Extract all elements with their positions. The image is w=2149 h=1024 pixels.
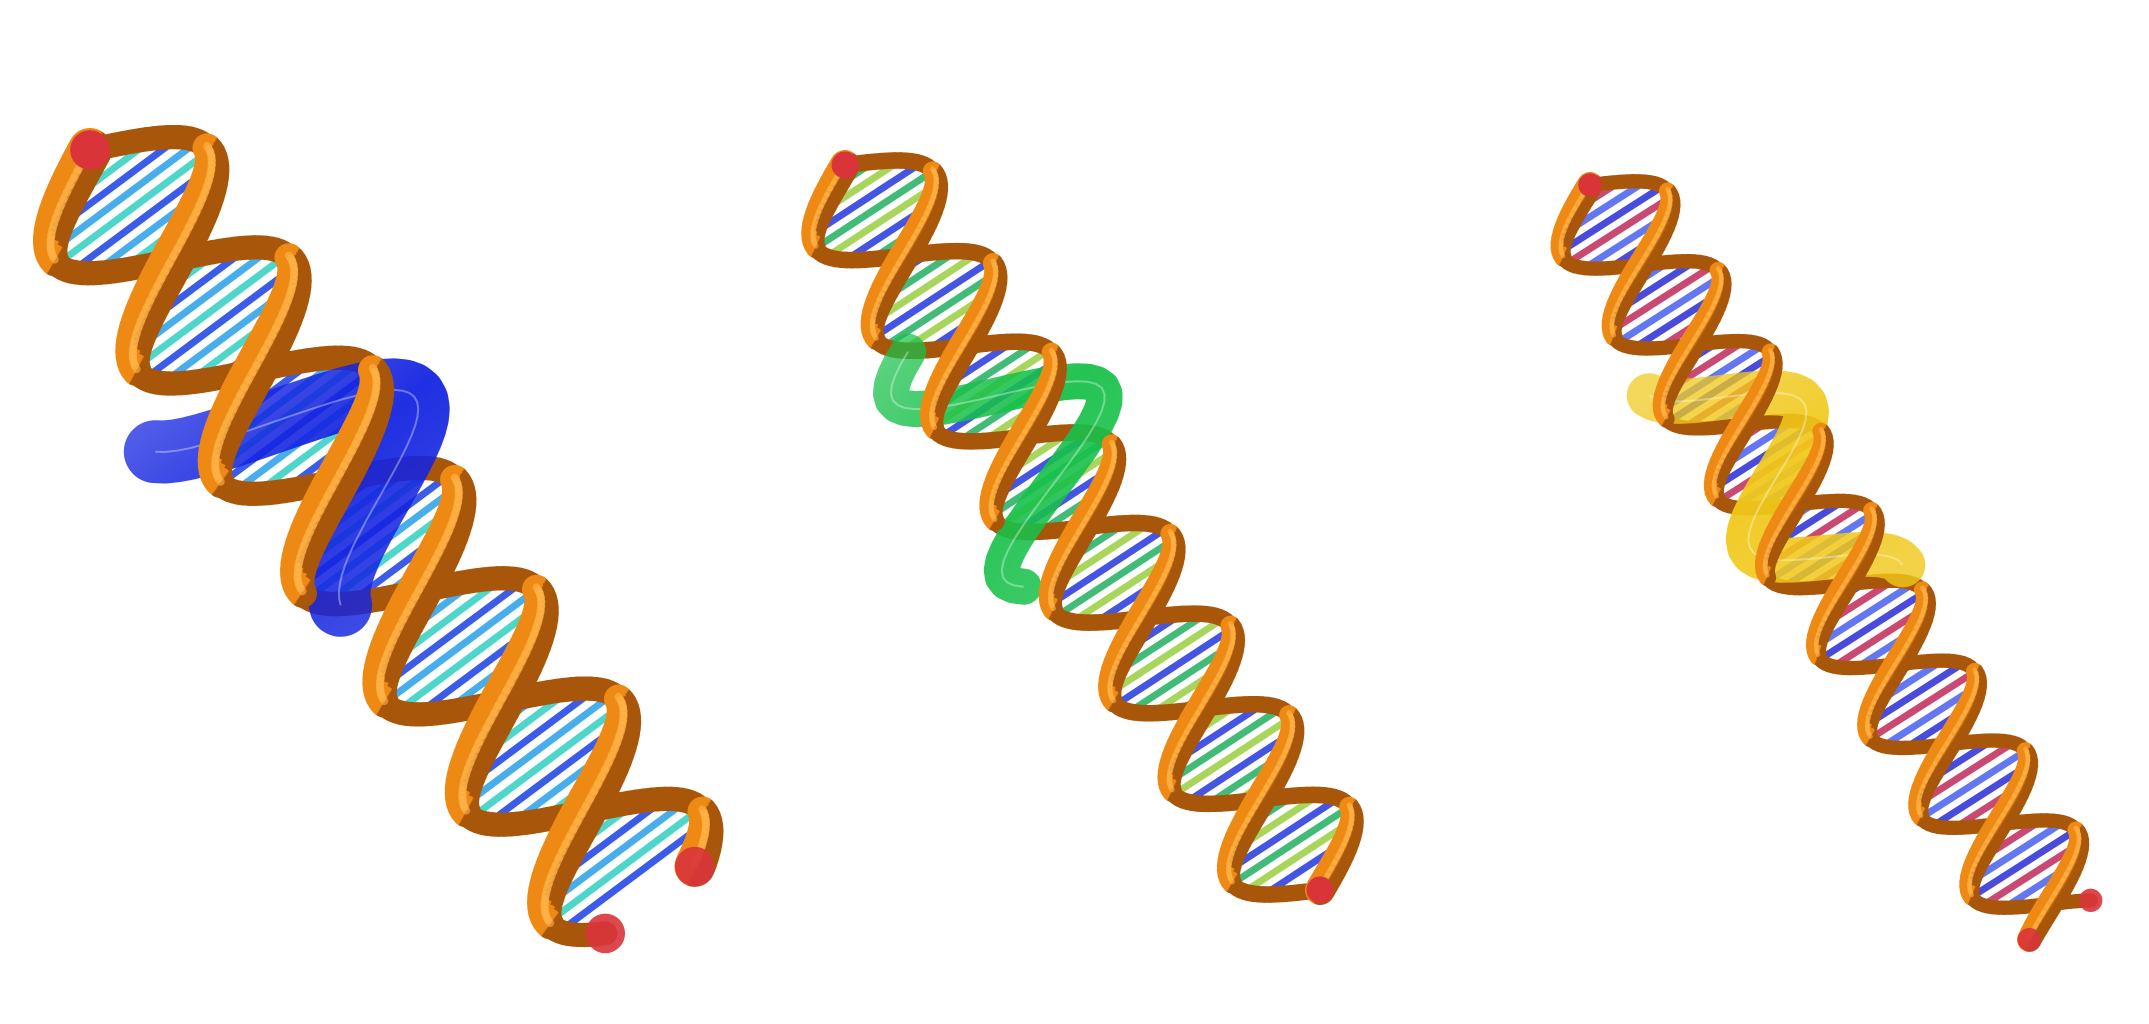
base-pair bbox=[870, 257, 995, 341]
base-pair bbox=[1917, 747, 2029, 822]
base-pair bbox=[1106, 615, 1227, 697]
base-pair bbox=[869, 249, 982, 326]
strand-ends bbox=[1578, 173, 2103, 952]
base-pair bbox=[823, 181, 940, 261]
protein-ribbon bbox=[1626, 370, 1926, 588]
base-pair bbox=[376, 577, 528, 692]
base-pair bbox=[1165, 705, 1285, 785]
backbone-front bbox=[32, 128, 724, 940]
base-pair bbox=[459, 690, 617, 810]
protein-ribbon bbox=[123, 358, 450, 637]
base-pair bbox=[1240, 817, 1356, 896]
base-pair bbox=[1968, 826, 2080, 901]
base-pair bbox=[47, 137, 202, 255]
base-pair bbox=[880, 270, 1000, 350]
base-pair bbox=[1054, 536, 1177, 620]
panel-1-helix-structure bbox=[32, 124, 724, 954]
panel-2-helix-structure bbox=[801, 150, 1364, 905]
panel-3-helix-structure bbox=[1550, 172, 2103, 952]
backbone-front bbox=[801, 150, 1364, 905]
base-pair bbox=[544, 805, 704, 926]
base-pair bbox=[1112, 625, 1236, 709]
base-pair bbox=[467, 701, 626, 822]
base-pair bbox=[1816, 589, 1928, 663]
base-pair bbox=[393, 600, 545, 716]
protein-ribbon bbox=[873, 333, 1123, 605]
base-pair bbox=[1979, 840, 2083, 909]
base-pair bbox=[1047, 525, 1169, 608]
base-pair bbox=[1812, 580, 1917, 650]
base-pair bbox=[1614, 273, 1725, 346]
base-pair bbox=[1228, 803, 1353, 888]
strand-ends bbox=[70, 130, 715, 954]
backbone-front bbox=[1550, 172, 2090, 952]
base-pair bbox=[53, 147, 213, 268]
base-pair bbox=[380, 585, 541, 707]
base-pair bbox=[1225, 794, 1342, 874]
base-pair bbox=[131, 251, 290, 372]
base-pair bbox=[1183, 729, 1296, 806]
base-pair bbox=[1866, 668, 1979, 743]
base-pair bbox=[1929, 762, 2032, 830]
base-pair bbox=[1170, 714, 1295, 798]
base-pair bbox=[556, 818, 710, 935]
base-pair bbox=[1557, 182, 1666, 255]
base-pair bbox=[1863, 659, 1967, 728]
base-pair bbox=[1915, 739, 2017, 807]
base-pair bbox=[1608, 262, 1717, 334]
base-pair bbox=[141, 264, 298, 383]
strand-ends bbox=[831, 151, 1334, 904]
base-pair bbox=[812, 167, 937, 252]
base-pair bbox=[1564, 194, 1674, 267]
base-pair bbox=[809, 159, 925, 238]
